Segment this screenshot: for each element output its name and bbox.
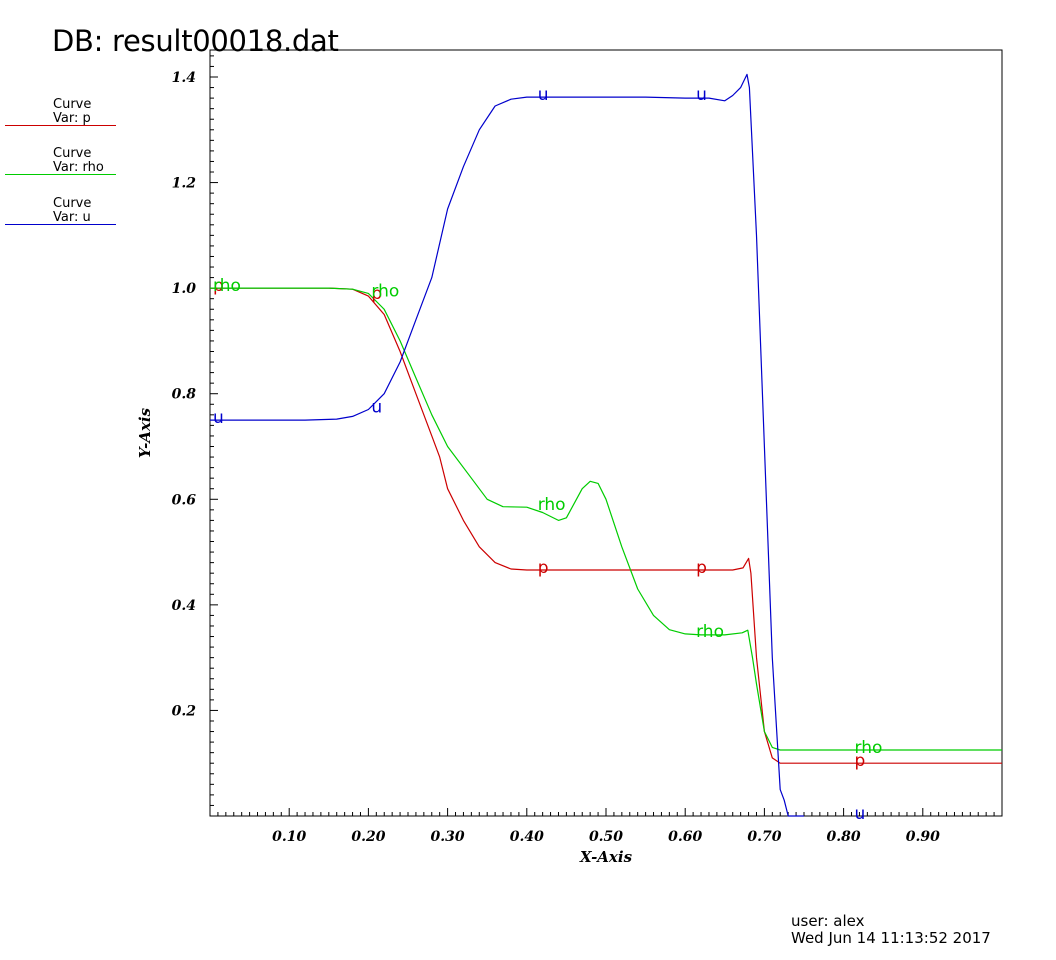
curve-label-rho: rho bbox=[371, 281, 399, 301]
curve-label-p: p bbox=[538, 558, 549, 578]
series-line-p bbox=[210, 287, 1002, 764]
user-info: user: alex Wed Jun 14 11:13:52 2017 bbox=[791, 913, 991, 947]
curve-label-u: u bbox=[696, 85, 707, 105]
x-tick-label: 0.60 bbox=[668, 829, 702, 845]
x-axis-title: X-Axis bbox=[579, 848, 633, 866]
y-tick-label: 0.4 bbox=[172, 598, 196, 614]
y-tick-label: 1.0 bbox=[172, 281, 197, 297]
curve-label-p: p bbox=[696, 558, 707, 578]
legend-entry-rho: Curve Var: rho bbox=[5, 147, 116, 177]
y-tick-label: 0.6 bbox=[172, 492, 197, 508]
legend-entry-p: Curve Var: p bbox=[5, 98, 116, 128]
x-tick-label: 0.90 bbox=[906, 829, 940, 845]
y-tick-label: 0.2 bbox=[172, 703, 197, 719]
curve-label-u: u bbox=[855, 804, 866, 824]
x-tick-label: 0.20 bbox=[351, 829, 385, 845]
legend-u-line2: Var: u bbox=[53, 210, 91, 225]
series-line-u bbox=[210, 73, 804, 817]
user-name: user: alex bbox=[791, 912, 865, 930]
curve-label-u: u bbox=[213, 408, 224, 428]
legend-rho-line1: Curve bbox=[53, 146, 92, 161]
curve-label-rho: rho bbox=[855, 738, 883, 758]
plot-frame bbox=[209, 49, 1003, 817]
curve-label-p: p bbox=[371, 284, 382, 304]
curve-label-p: p bbox=[855, 751, 866, 771]
x-tick-label: 0.80 bbox=[827, 829, 861, 845]
legend-p-line1: Curve bbox=[53, 97, 92, 112]
axes-layer: 0.10 0.20 0.30 0.40 0.50 0.60 0.70 0.80 0.90 0.2 0… bbox=[172, 55, 995, 845]
x-tick-label: 0.70 bbox=[747, 829, 781, 845]
legend-rho-swatch bbox=[5, 174, 116, 175]
y-axis-title: Y-Axis bbox=[136, 407, 154, 458]
legend-p-line2: Var: p bbox=[53, 111, 91, 126]
x-tick-label: 0.50 bbox=[589, 829, 623, 845]
legend-u-line1: Curve bbox=[53, 196, 92, 211]
series-layer bbox=[210, 73, 1002, 817]
x-tick-label: 0.40 bbox=[510, 829, 544, 845]
y-tick-label: 1.2 bbox=[172, 176, 197, 192]
curve-label-u: u bbox=[371, 398, 382, 418]
x-tick-label: 0.10 bbox=[272, 829, 306, 845]
x-tick-label: 0.30 bbox=[431, 829, 465, 845]
legend-rho-line2: Var: rho bbox=[53, 160, 104, 175]
curve-label-p: p bbox=[213, 276, 224, 296]
curve-label-rho: rho bbox=[213, 276, 241, 296]
curve-label-rho: rho bbox=[696, 622, 724, 642]
series-line-rho bbox=[210, 287, 1002, 751]
legend-entry-u: Curve Var: u bbox=[5, 197, 116, 227]
legend-p-swatch bbox=[5, 125, 116, 126]
render-date: Wed Jun 14 11:13:52 2017 bbox=[791, 929, 991, 947]
curve-label-u: u bbox=[538, 85, 549, 105]
y-tick-label: 0.8 bbox=[172, 387, 197, 403]
db-title: DB: result00018.dat bbox=[52, 24, 339, 58]
y-tick-label: 1.4 bbox=[172, 70, 196, 86]
curve-label-rho: rho bbox=[538, 495, 566, 515]
legend-u-swatch bbox=[5, 224, 116, 225]
